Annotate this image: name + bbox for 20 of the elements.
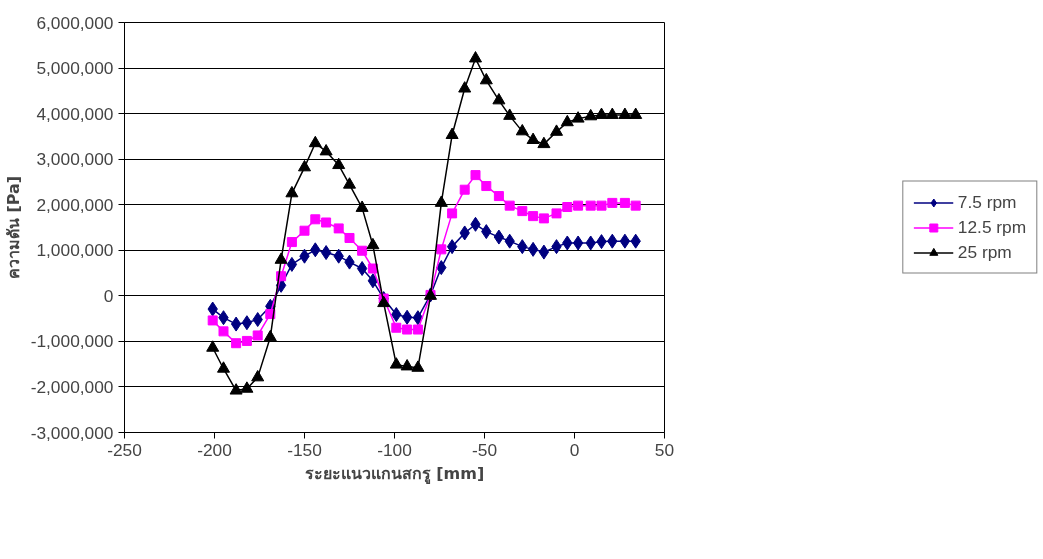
x-tick-label: -50 bbox=[471, 439, 498, 460]
y-tick-label: 2,000,000 bbox=[36, 194, 114, 215]
y-tick-label: 0 bbox=[103, 285, 114, 306]
y-axis-title: ความดัน [Pa] bbox=[3, 175, 23, 280]
x-tick-label: 50 bbox=[654, 439, 675, 460]
y-tick-label: 6,000,000 bbox=[36, 12, 114, 33]
legend-label: 25 rpm bbox=[957, 241, 1012, 263]
legend-label: 7.5 rpm bbox=[957, 191, 1017, 213]
y-tick-label: -2,000,000 bbox=[30, 376, 114, 397]
x-tick-label: -150 bbox=[287, 439, 322, 460]
y-tick-label: -1,000,000 bbox=[30, 331, 114, 352]
y-tick-label: 4,000,000 bbox=[36, 103, 114, 124]
x-tick-label: -200 bbox=[197, 439, 232, 460]
y-tick-label: 3,000,000 bbox=[36, 149, 114, 170]
y-tick-label: 1,000,000 bbox=[36, 240, 114, 261]
legend-label: 12.5 rpm bbox=[957, 216, 1027, 238]
y-tick-label: 5,000,000 bbox=[36, 58, 114, 79]
x-tick-label: -100 bbox=[377, 439, 412, 460]
x-axis-title: ระยะแนวแกนสกรู [mm] bbox=[304, 463, 485, 485]
x-tick-label: 0 bbox=[569, 439, 580, 460]
